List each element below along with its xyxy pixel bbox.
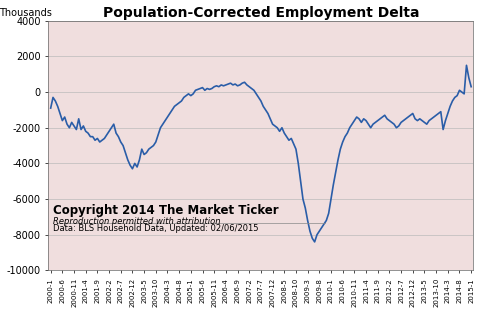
Text: Reproduction permitted with attribution: Reproduction permitted with attribution — [53, 217, 220, 226]
Text: Thousands: Thousands — [0, 8, 52, 18]
Text: Data: BLS Household Data, Updated: 02/06/2015: Data: BLS Household Data, Updated: 02/06… — [53, 224, 259, 233]
Title: Population-Corrected Employment Delta: Population-Corrected Employment Delta — [103, 6, 419, 19]
Text: Copyright 2014 The Market Ticker: Copyright 2014 The Market Ticker — [53, 204, 278, 218]
